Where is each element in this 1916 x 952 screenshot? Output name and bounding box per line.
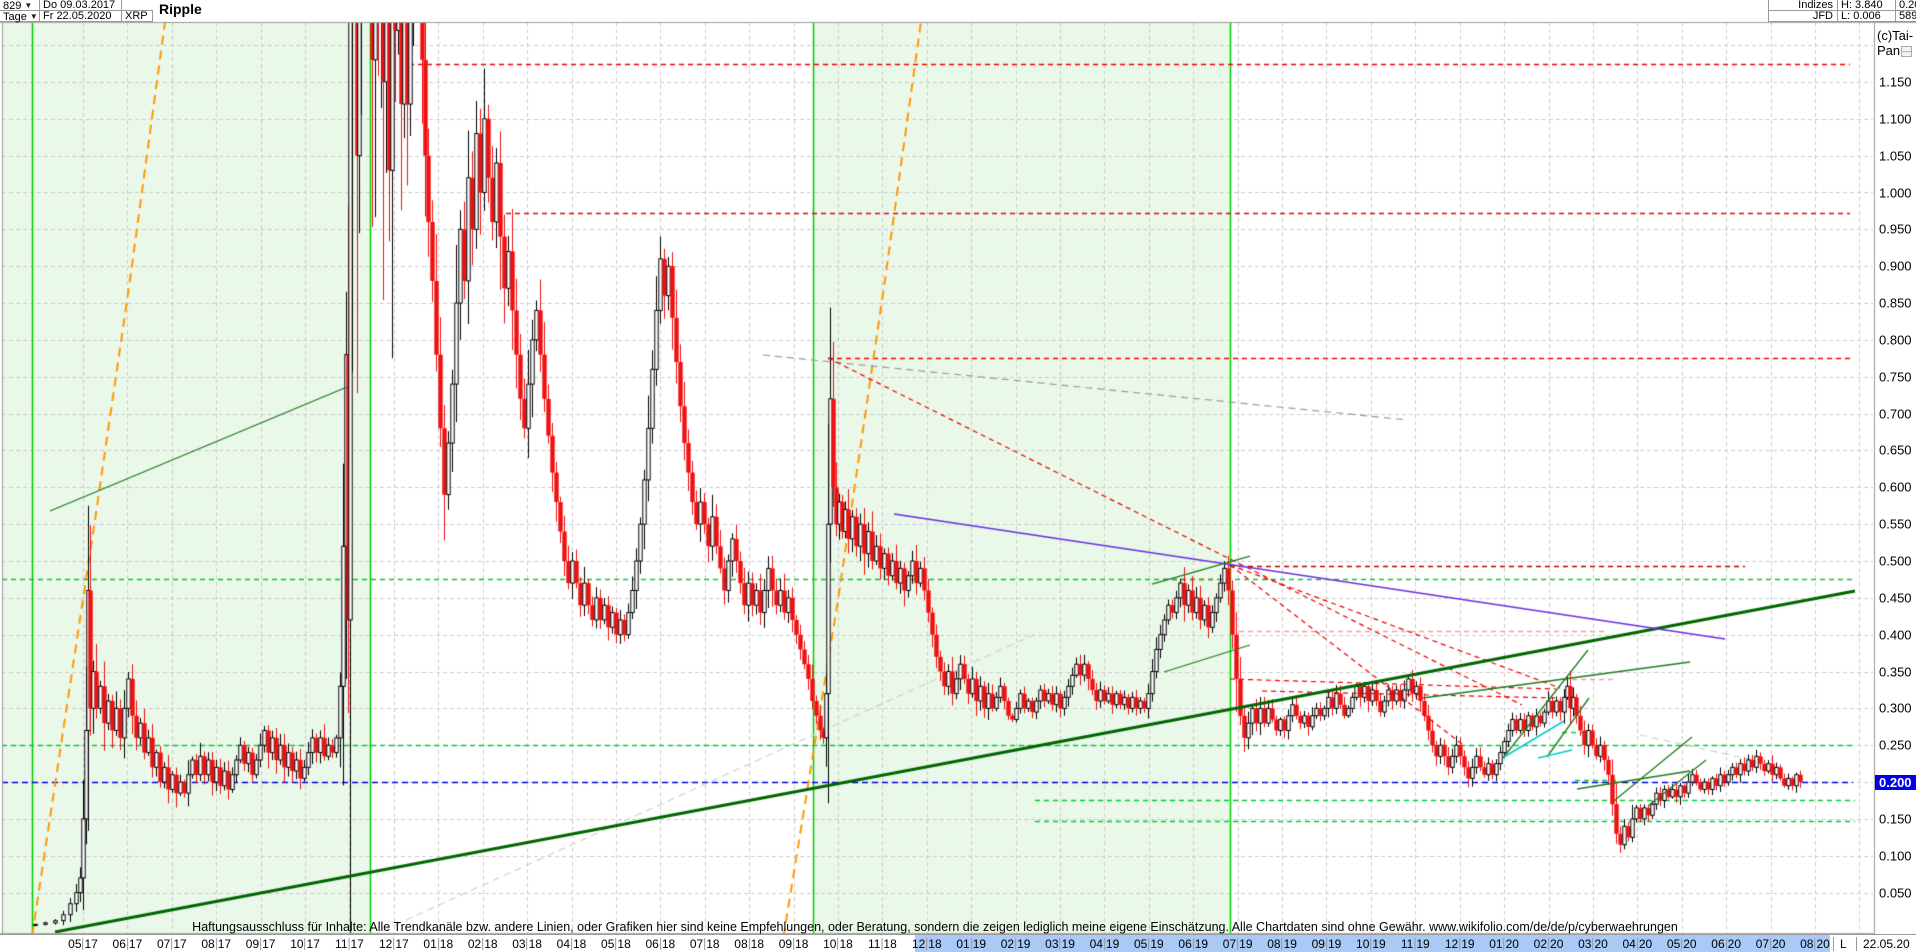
- last-marker-cell: L: [1833, 937, 1860, 951]
- date-axis-label: 03 19: [1045, 937, 1075, 951]
- date-axis-label: 06 20: [1711, 937, 1742, 951]
- date-axis-label: 11 19: [1400, 937, 1430, 951]
- price-axis-label: 0.700: [1879, 406, 1912, 422]
- date-to-field[interactable]: Fr 22.05.2020: [40, 11, 122, 22]
- price-axis-label: 0.100: [1879, 848, 1912, 864]
- date-axis-label: 05 18: [601, 937, 631, 951]
- price-axis-label: 0.800: [1879, 332, 1912, 348]
- date-axis-label: 06 18: [645, 937, 676, 951]
- price-axis-label: 0.600: [1879, 479, 1912, 495]
- date-axis-label: 06 19: [1178, 937, 1209, 951]
- provider-cell: Indizes: [1768, 0, 1838, 11]
- date-axis-label: 04 18: [556, 937, 587, 951]
- bar-count-value: 829: [3, 0, 22, 12]
- price-axis-label: 0.650: [1879, 442, 1912, 458]
- date-axis-label: 09 17: [245, 937, 276, 951]
- date-axis-label: 11 17: [335, 937, 364, 951]
- date-axis-label: 09 18: [778, 937, 809, 951]
- date-axis-label: 08 17: [201, 937, 232, 951]
- date-axis-label: 11 18: [867, 937, 897, 951]
- date-axis-label: 07 18: [689, 937, 720, 951]
- period-value: Tage: [3, 11, 27, 23]
- price-axis-label: 0.550: [1879, 516, 1912, 532]
- date-axis-label: 07 17: [156, 937, 187, 951]
- date-axis-label: 02 20: [1533, 937, 1564, 951]
- date-axis-label: 08 18: [734, 937, 764, 951]
- date-axis-label: 02 18: [467, 937, 498, 951]
- price-axis-label: 0.750: [1879, 369, 1912, 385]
- price-axis-label: 1.000: [1879, 185, 1912, 200]
- price-axis-label: 0.300: [1879, 700, 1912, 716]
- price-axis-label: 0.850: [1879, 295, 1912, 311]
- date-axis-label: 03 18: [512, 937, 542, 951]
- chevron-down-icon: ▼: [24, 1, 33, 10]
- date-axis-label: 05 20: [1666, 937, 1697, 951]
- last-price-header: 0.200: [1896, 0, 1916, 11]
- date-range-highlight: [914, 935, 1830, 952]
- price-axis-label: 0.450: [1879, 590, 1912, 606]
- date-axis-label: 08 20: [1800, 937, 1830, 951]
- date-axis-label: 02 19: [1000, 937, 1031, 951]
- price-axis-label: 0.050: [1879, 885, 1912, 901]
- instrument-title: Ripple: [155, 1, 206, 17]
- copyright-label: (c)Tai-Pan: [1877, 28, 1914, 58]
- price-axis-label: 0.250: [1879, 737, 1912, 753]
- price-axis-label: 0.350: [1879, 664, 1912, 680]
- low-value: L: 0.006: [1838, 11, 1896, 22]
- date-axis-label: 10 17: [290, 937, 320, 951]
- date-axis-label: 01 19: [956, 937, 987, 951]
- date-axis-label: 12 17: [379, 937, 409, 951]
- date-from-field[interactable]: Do 09.03.2017: [40, 0, 122, 11]
- date-axis-label: 08 19: [1267, 937, 1297, 951]
- symbol-cell: XRP: [122, 11, 153, 22]
- date-axis-label: 12 18: [911, 937, 942, 951]
- date-axis-label: 12 19: [1444, 937, 1475, 951]
- date-axis-label: 07 20: [1755, 937, 1786, 951]
- date-axis-label: 04 20: [1622, 937, 1653, 951]
- chevron-down-icon: ▼: [29, 12, 38, 21]
- symbol-cell-empty: [122, 0, 153, 11]
- date-axis-label: 01 18: [423, 937, 454, 951]
- price-axis-label: 1.150: [1879, 74, 1912, 90]
- date-axis-label: 07 19: [1222, 937, 1253, 951]
- date-axis-label: 03 20: [1578, 937, 1608, 951]
- date-axis-label: 10 18: [823, 937, 853, 951]
- price-axis-label: 0.950: [1879, 221, 1912, 237]
- date-axis-label: 10 19: [1356, 937, 1386, 951]
- price-axis-label: 1.050: [1879, 148, 1912, 164]
- price-axis-label: 0.150: [1879, 811, 1912, 827]
- collapse-icon[interactable]: —: [1901, 46, 1912, 57]
- price-axis-label: 0.900: [1879, 258, 1912, 274]
- price-axis-label: 0.400: [1879, 627, 1912, 643]
- date-axis-label: 04 19: [1089, 937, 1120, 951]
- price-axis-label: 0.500: [1879, 553, 1912, 569]
- period-dropdown[interactable]: Tage ▼: [0, 11, 40, 23]
- price-axis-label: 1.100: [1879, 111, 1912, 127]
- date-axis-label: 05 17: [68, 937, 98, 951]
- change-info: 589.7/0.17: [1896, 11, 1916, 22]
- high-value: H: 3.840: [1838, 0, 1896, 11]
- last-date-cell: 22.05.20: [1856, 937, 1916, 951]
- current-price-marker: 0.200: [1875, 775, 1916, 790]
- date-axis-label: 09 19: [1311, 937, 1342, 951]
- disclaimer-text: Haftungsausschluss für Inhalte: Alle Tre…: [192, 920, 1678, 934]
- bar-count-dropdown[interactable]: 829 ▼: [0, 0, 40, 12]
- feed-cell: JFD: [1768, 11, 1838, 22]
- date-axis-label: 05 19: [1133, 937, 1164, 951]
- date-axis-label: 06 17: [112, 937, 143, 951]
- date-axis-label: 01 20: [1489, 937, 1519, 951]
